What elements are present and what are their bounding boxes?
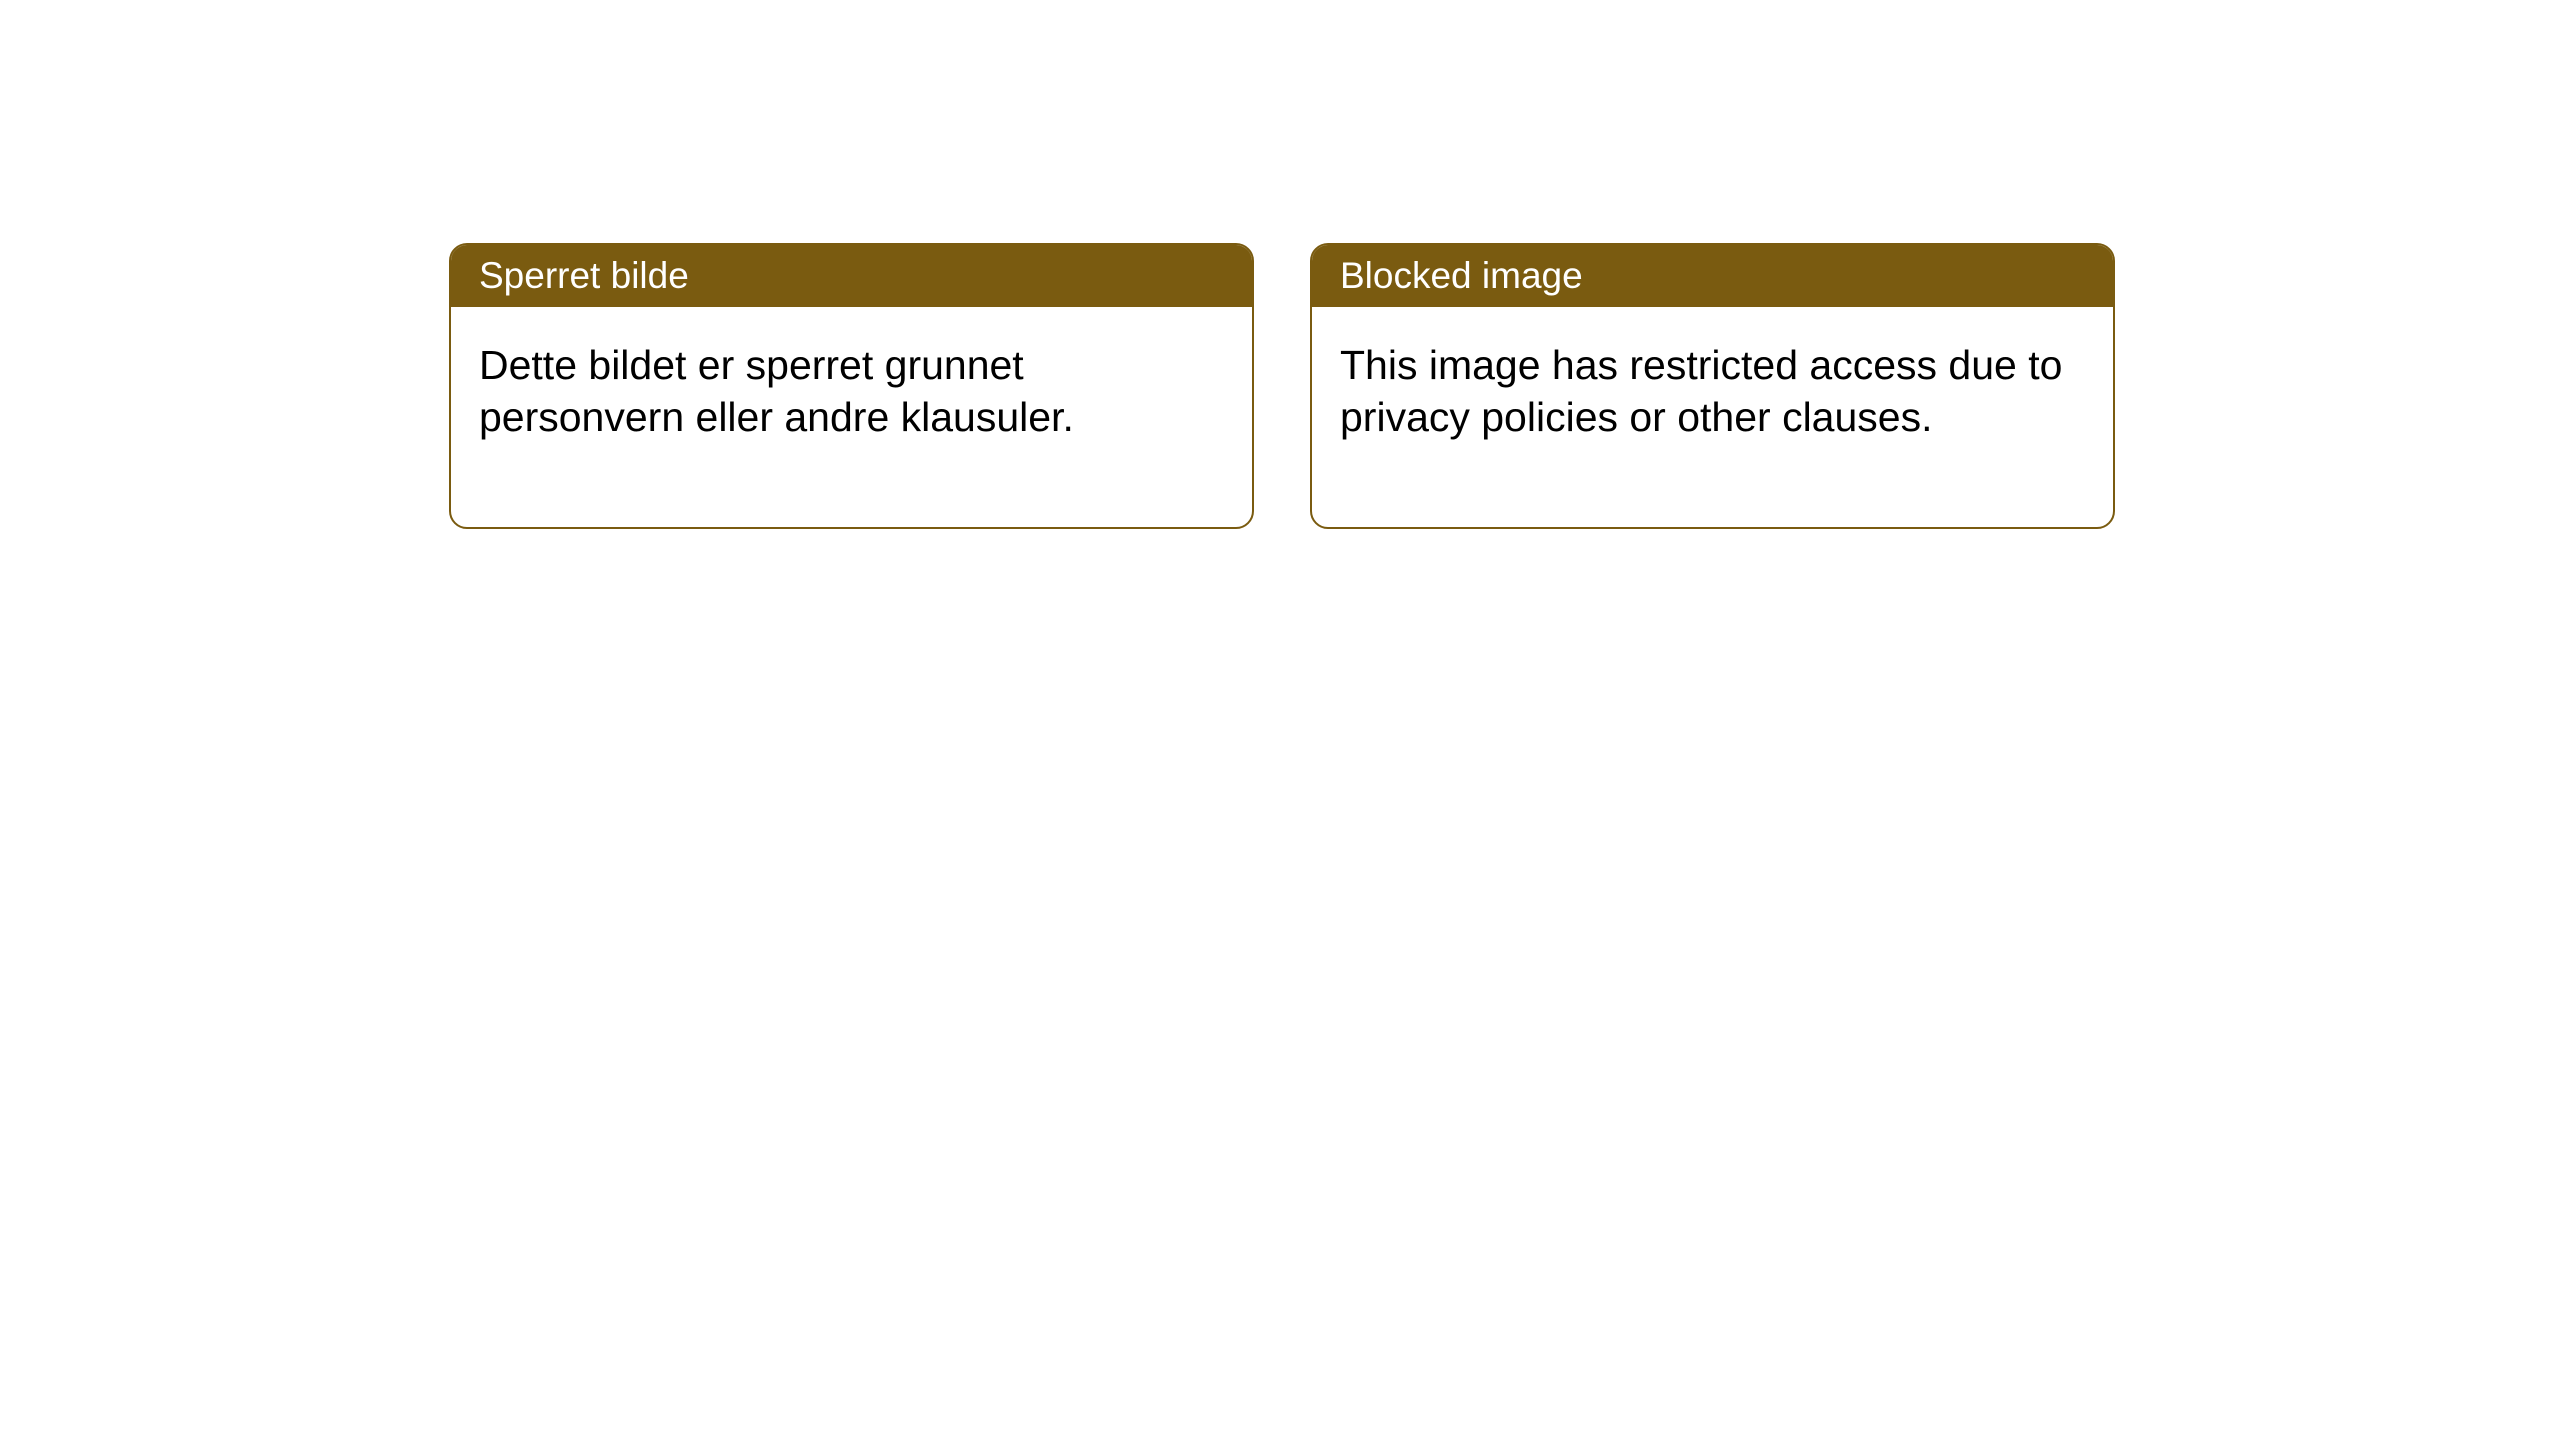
notice-card-norwegian: Sperret bilde Dette bildet er sperret gr… [449, 243, 1254, 529]
notice-body-english: This image has restricted access due to … [1312, 307, 2113, 527]
notice-row: Sperret bilde Dette bildet er sperret gr… [0, 0, 2560, 529]
notice-title-english: Blocked image [1312, 245, 2113, 307]
notice-body-norwegian: Dette bildet er sperret grunnet personve… [451, 307, 1252, 527]
notice-title-norwegian: Sperret bilde [451, 245, 1252, 307]
notice-card-english: Blocked image This image has restricted … [1310, 243, 2115, 529]
